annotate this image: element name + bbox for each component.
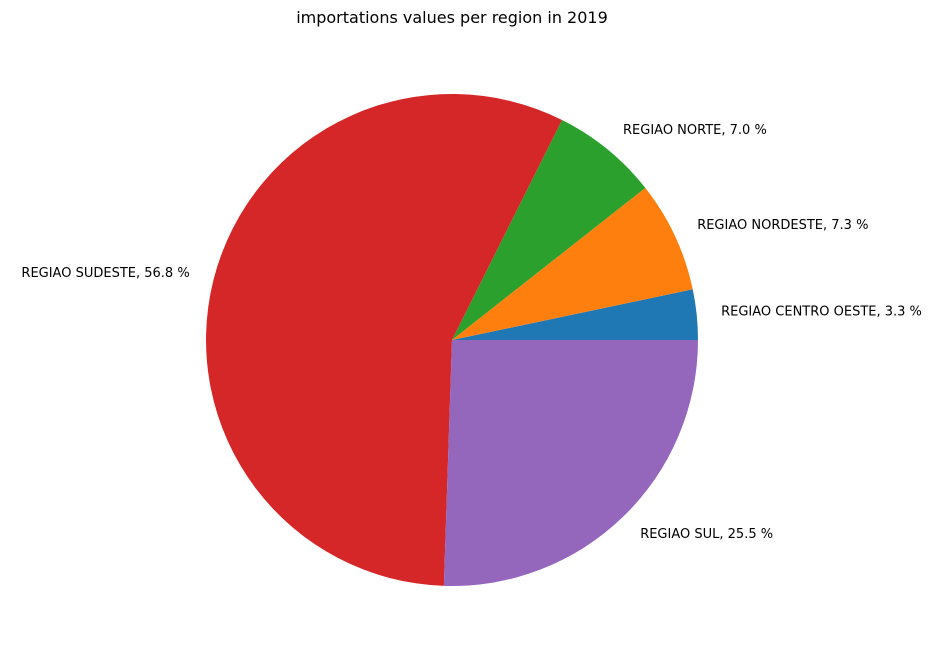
pie-label-regiao-nordeste: REGIAO NORDESTE, 7.3 % [697,218,868,233]
pie-slice-regiao-centro-oeste [452,289,698,340]
pie-labels: REGIAO CENTRO OESTE, 3.3 % REGIAO NORDEST… [21,123,922,542]
pie-slice-regiao-sudeste [206,94,563,586]
pie-slice-regiao-sul [443,340,698,587]
pie-label-regiao-norte: REGIAO NORTE, 7.0 % [623,123,767,138]
pie-label-regiao-centro-oeste: REGIAO CENTRO OESTE, 3.3 % [721,305,922,320]
pie-slice-regiao-nordeste [452,187,693,340]
pie-slices [206,94,698,587]
chart-title: importations values per region in 2019 [296,8,608,27]
pie-label-regiao-sudeste: REGIAO SUDESTE, 56.8 % [21,266,189,281]
pie-slice-regiao-norte [452,119,646,341]
pie-label-regiao-sul: REGIAO SUL, 25.5 % [640,527,773,542]
